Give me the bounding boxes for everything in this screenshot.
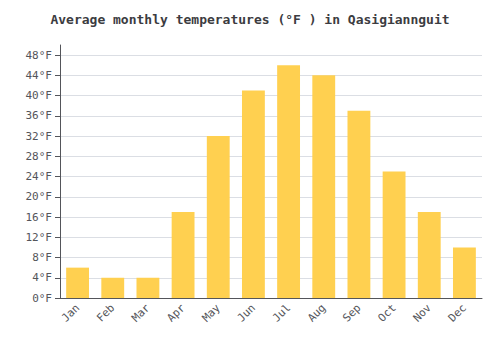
svg-text:Apr: Apr xyxy=(164,301,187,324)
svg-text:32°F: 32°F xyxy=(26,130,53,143)
svg-text:40°F: 40°F xyxy=(26,89,53,102)
svg-text:16°F: 16°F xyxy=(26,211,53,224)
svg-text:Jun: Jun xyxy=(235,301,258,324)
svg-text:44°F: 44°F xyxy=(26,69,53,82)
svg-text:Nov: Nov xyxy=(411,301,434,324)
svg-text:0°F: 0°F xyxy=(32,292,52,305)
svg-text:48°F: 48°F xyxy=(26,49,53,62)
svg-text:May: May xyxy=(200,301,223,324)
svg-text:Aug: Aug xyxy=(305,301,328,324)
svg-text:Dec: Dec xyxy=(446,301,469,324)
svg-text:24°F: 24°F xyxy=(26,170,53,183)
svg-text:Jul: Jul xyxy=(270,301,293,324)
svg-text:12°F: 12°F xyxy=(26,231,53,244)
svg-text:Oct: Oct xyxy=(375,301,398,324)
svg-text:Average monthly temperatures (: Average monthly temperatures (°F ) in Qa… xyxy=(50,12,449,27)
svg-text:28°F: 28°F xyxy=(26,150,53,163)
svg-text:20°F: 20°F xyxy=(26,190,53,203)
svg-text:8°F: 8°F xyxy=(32,251,52,264)
svg-text:36°F: 36°F xyxy=(26,109,53,122)
svg-text:Jan: Jan xyxy=(59,301,82,324)
svg-text:Feb: Feb xyxy=(94,301,117,324)
svg-text:4°F: 4°F xyxy=(32,271,52,284)
svg-text:Mar: Mar xyxy=(129,301,152,324)
svg-text:Sep: Sep xyxy=(340,301,363,324)
